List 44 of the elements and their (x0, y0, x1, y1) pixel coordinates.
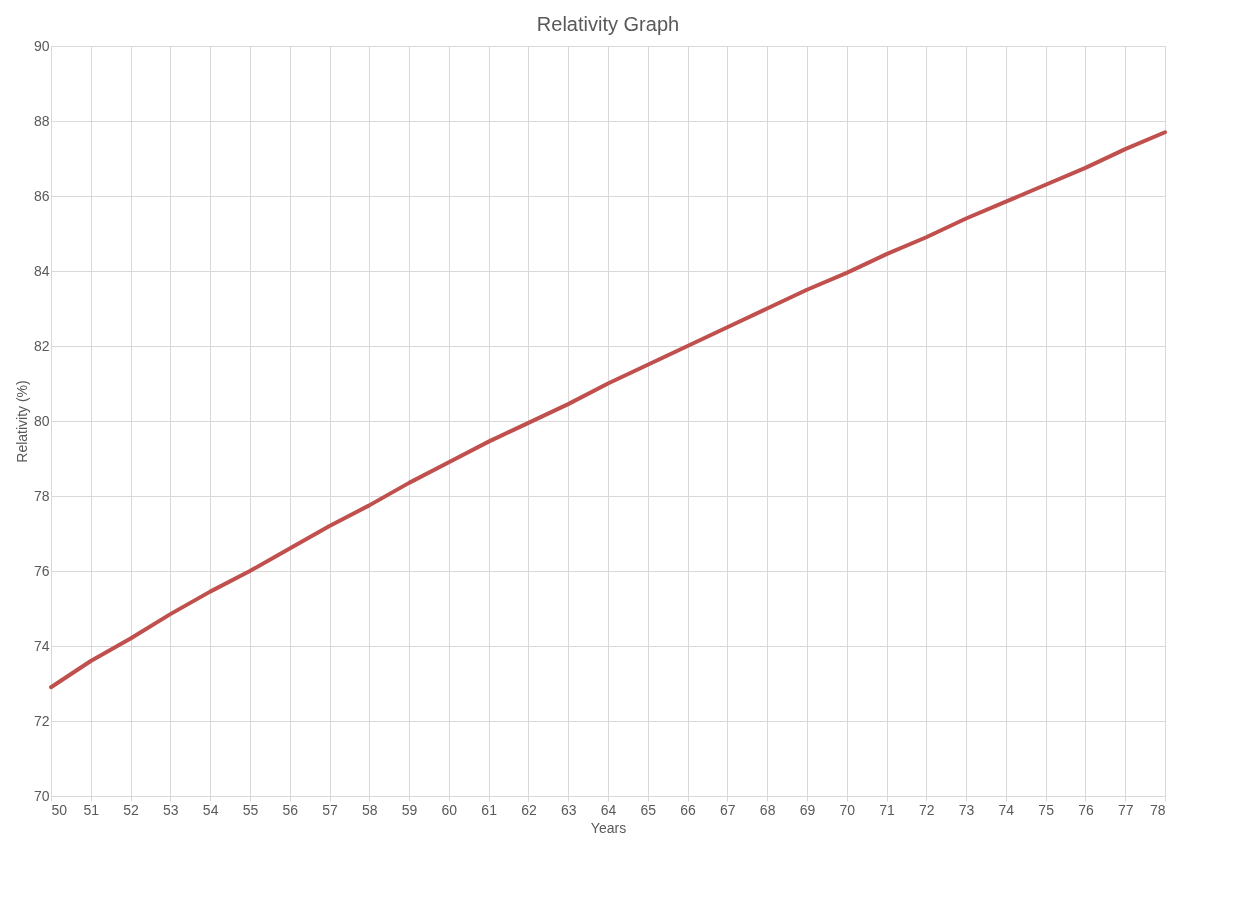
x-tick-label: 77 (1117, 801, 1134, 818)
x-tick-label: 71 (879, 801, 895, 818)
x-tick-label: 72 (919, 801, 935, 818)
x-tick-label: 54 (202, 801, 219, 818)
x-tick-label: 75 (1038, 801, 1055, 818)
x-tick-label: 53 (163, 801, 179, 818)
x-tick-label: 51 (83, 801, 100, 818)
y-tick-label: 78 (33, 487, 50, 504)
x-tick-label: 57 (322, 801, 338, 818)
y-tick-label: 88 (33, 112, 50, 129)
x-tick-label: 68 (759, 801, 776, 818)
x-tick-label: 70 (839, 801, 856, 818)
y-axis-title: Relativity (%) (13, 380, 30, 463)
x-tick-label: 76 (1078, 801, 1094, 818)
x-tick-label: 65 (640, 801, 657, 818)
x-tick-label: 52 (123, 801, 140, 818)
x-tick-label: 59 (401, 801, 418, 818)
y-tick-label: 74 (33, 637, 50, 654)
x-axis-title: Years (590, 819, 627, 836)
x-tick-label: 56 (282, 801, 299, 818)
x-tick-label: 60 (441, 801, 458, 818)
y-tick-label: 86 (33, 187, 50, 204)
x-tick-label: 78 (1149, 801, 1166, 818)
chart-title: Relativity Graph (536, 13, 680, 35)
y-tick-label: 82 (33, 337, 50, 354)
y-tick-label: 76 (33, 562, 50, 579)
y-tick-label: 84 (33, 262, 50, 279)
y-tick-label: 90 (33, 37, 50, 54)
x-tick-label: 63 (560, 801, 577, 818)
x-tick-label: 50 (51, 801, 68, 818)
x-tick-label: 58 (362, 801, 378, 818)
x-tick-label: 69 (799, 801, 816, 818)
x-tick-label: 67 (720, 801, 736, 818)
x-tick-label: 66 (680, 801, 697, 818)
x-tick-label: 64 (600, 801, 617, 818)
x-tick-label: 61 (481, 801, 498, 818)
y-tick-label: 72 (33, 712, 50, 729)
line-series (49, 130, 1167, 690)
y-tick-label: 70 (33, 787, 50, 804)
x-tick-label: 62 (521, 801, 537, 818)
x-tick-label: 74 (998, 801, 1015, 818)
y-tick-label: 80 (33, 412, 50, 429)
x-tick-label: 55 (242, 801, 259, 818)
x-tick-label: 73 (958, 801, 975, 818)
